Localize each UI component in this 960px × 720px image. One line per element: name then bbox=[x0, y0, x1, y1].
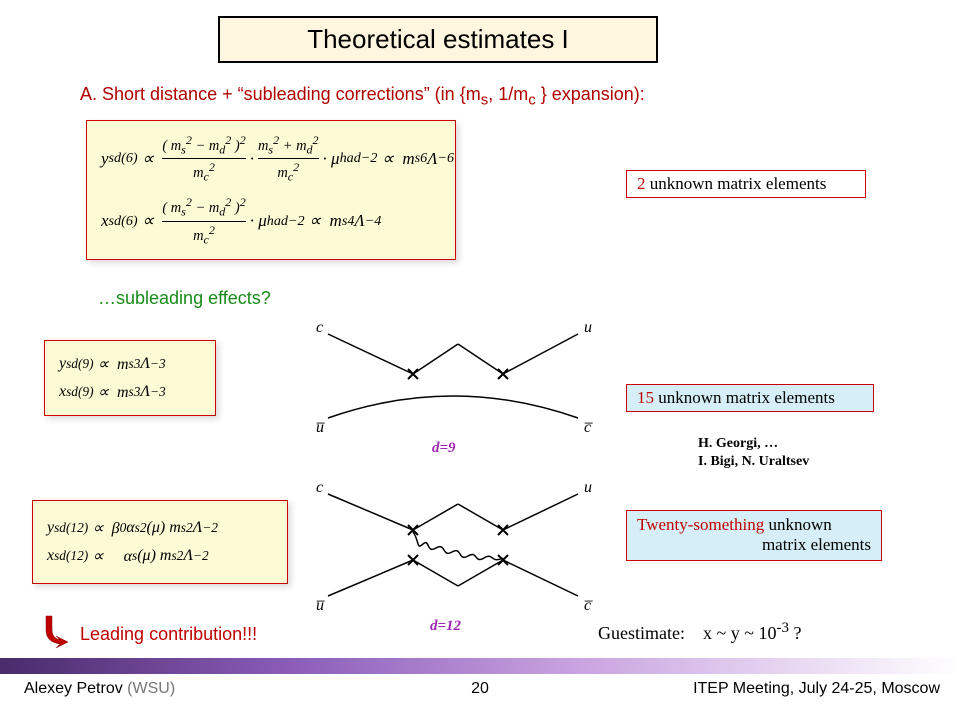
d12-label: d=12 bbox=[430, 618, 461, 635]
label-c: c bbox=[316, 319, 323, 336]
section-a-heading: A. Short distance + “subleading correcti… bbox=[80, 84, 645, 109]
slide-title: Theoretical estimates I bbox=[218, 16, 658, 63]
footer-divider bbox=[0, 658, 960, 674]
svg-text:u̅: u̅ bbox=[316, 597, 325, 614]
footer-meeting: ITEP Meeting, July 24-25, Moscow bbox=[693, 680, 940, 698]
equation-box-d6: ysd(6) ∝ ( ms2 − md2 )2mc2 · ms2 + md2mc… bbox=[86, 120, 456, 260]
d9-label: d=9 bbox=[432, 440, 456, 457]
svg-text:c̅: c̅ bbox=[584, 597, 593, 614]
equation-box-d12: ysd(12) ∝ β0 αs2(μ) ms2 Λ−2 xsd(12) ∝ αs… bbox=[32, 500, 288, 584]
ref-bigi-uraltsev: I. Bigi, N. Uraltsev bbox=[698, 454, 809, 470]
ref-georgi: H. Georgi, … bbox=[698, 436, 778, 452]
svg-text:c: c bbox=[316, 479, 323, 496]
note-15-unknowns: 15 unknown matrix elements bbox=[626, 384, 874, 412]
feynman-diagram-d12: c u u̅ c̅ bbox=[308, 476, 598, 616]
leading-contribution: Leading contribution!!! bbox=[80, 624, 257, 645]
eq9-y: ysd(9) ∝ ms3 Λ−3 bbox=[59, 354, 201, 374]
svg-text:u: u bbox=[584, 479, 592, 496]
guestimate: Guestimate: x ~ y ~ 10-3 ? bbox=[598, 620, 801, 644]
eq12-y: ysd(12) ∝ β0 αs2(μ) ms2 Λ−2 bbox=[47, 518, 273, 538]
note-twenty-something: Twenty-something unknown matrix elements bbox=[626, 510, 882, 561]
eq9-x: xsd(9) ∝ ms3 Λ−3 bbox=[59, 382, 201, 402]
feynman-diagram-d9: c u u̅ c̅ bbox=[308, 316, 598, 436]
eq12-x: xsd(12) ∝ αs(μ) ms2 Λ−2 bbox=[47, 546, 273, 566]
note-2-unknowns: 2 unknown matrix elements bbox=[626, 170, 866, 198]
equation-box-d9: ysd(9) ∝ ms3 Λ−3 xsd(9) ∝ ms3 Λ−3 bbox=[44, 340, 216, 416]
leading-arrow-icon bbox=[40, 614, 72, 650]
label-cbar: c̅ bbox=[584, 419, 593, 436]
label-u: u bbox=[584, 319, 592, 336]
eq6-x: xsd(6) ∝ ( ms2 − md2 )2mc2 · μhad−2 ∝ ms… bbox=[101, 195, 441, 247]
eq6-y: ysd(6) ∝ ( ms2 − md2 )2mc2 · ms2 + md2mc… bbox=[101, 133, 441, 185]
subleading-effects: …subleading effects? bbox=[98, 288, 271, 309]
label-ubar: u̅ bbox=[316, 419, 325, 436]
